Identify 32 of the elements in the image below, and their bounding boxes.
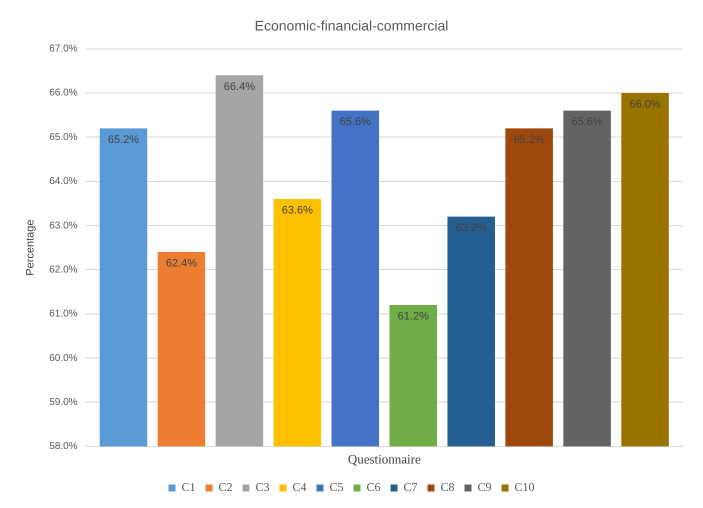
data-label: 63.6% bbox=[282, 204, 314, 217]
data-label: 66.0% bbox=[629, 98, 661, 111]
legend-label: C2 bbox=[218, 480, 232, 494]
y-tick-label: 62.0% bbox=[49, 264, 78, 276]
data-label: 65.6% bbox=[340, 116, 372, 128]
y-tick-label: 63.0% bbox=[49, 220, 78, 232]
data-label: 65.2% bbox=[514, 134, 545, 146]
chart-title: Economic-financial-commercial bbox=[254, 17, 448, 34]
legend-label: C10 bbox=[514, 480, 535, 494]
y-tick-label: 59.0% bbox=[49, 396, 78, 408]
y-tick-label: 66.0% bbox=[49, 88, 78, 99]
legend-label: C5 bbox=[329, 480, 344, 494]
data-label: 66.4% bbox=[224, 80, 256, 93]
legend-label: C8 bbox=[440, 480, 455, 494]
y-axis-title: Percentage bbox=[24, 219, 37, 276]
y-tick-label: 67.0% bbox=[49, 44, 78, 55]
legend-label: C3 bbox=[255, 480, 270, 494]
data-label: 65.2% bbox=[108, 134, 140, 146]
legend-label: C4 bbox=[292, 480, 307, 494]
x-axis-title: Questionnaire bbox=[348, 452, 421, 467]
legend-label: C1 bbox=[181, 480, 196, 494]
data-label: 61.2% bbox=[398, 310, 430, 323]
data-label: 62.4% bbox=[166, 258, 198, 270]
legend-label: C6 bbox=[366, 480, 381, 494]
y-tick-label: 65.0% bbox=[49, 132, 78, 143]
y-tick-label: 64.0% bbox=[49, 176, 78, 188]
data-label: 63.2% bbox=[456, 222, 488, 234]
y-tick-label: 58.0% bbox=[49, 441, 78, 452]
y-tick-label: 61.0% bbox=[49, 308, 78, 320]
legend-label: C7 bbox=[404, 480, 418, 494]
y-tick-label: 60.0% bbox=[49, 352, 78, 364]
legend-label: C9 bbox=[478, 480, 492, 494]
